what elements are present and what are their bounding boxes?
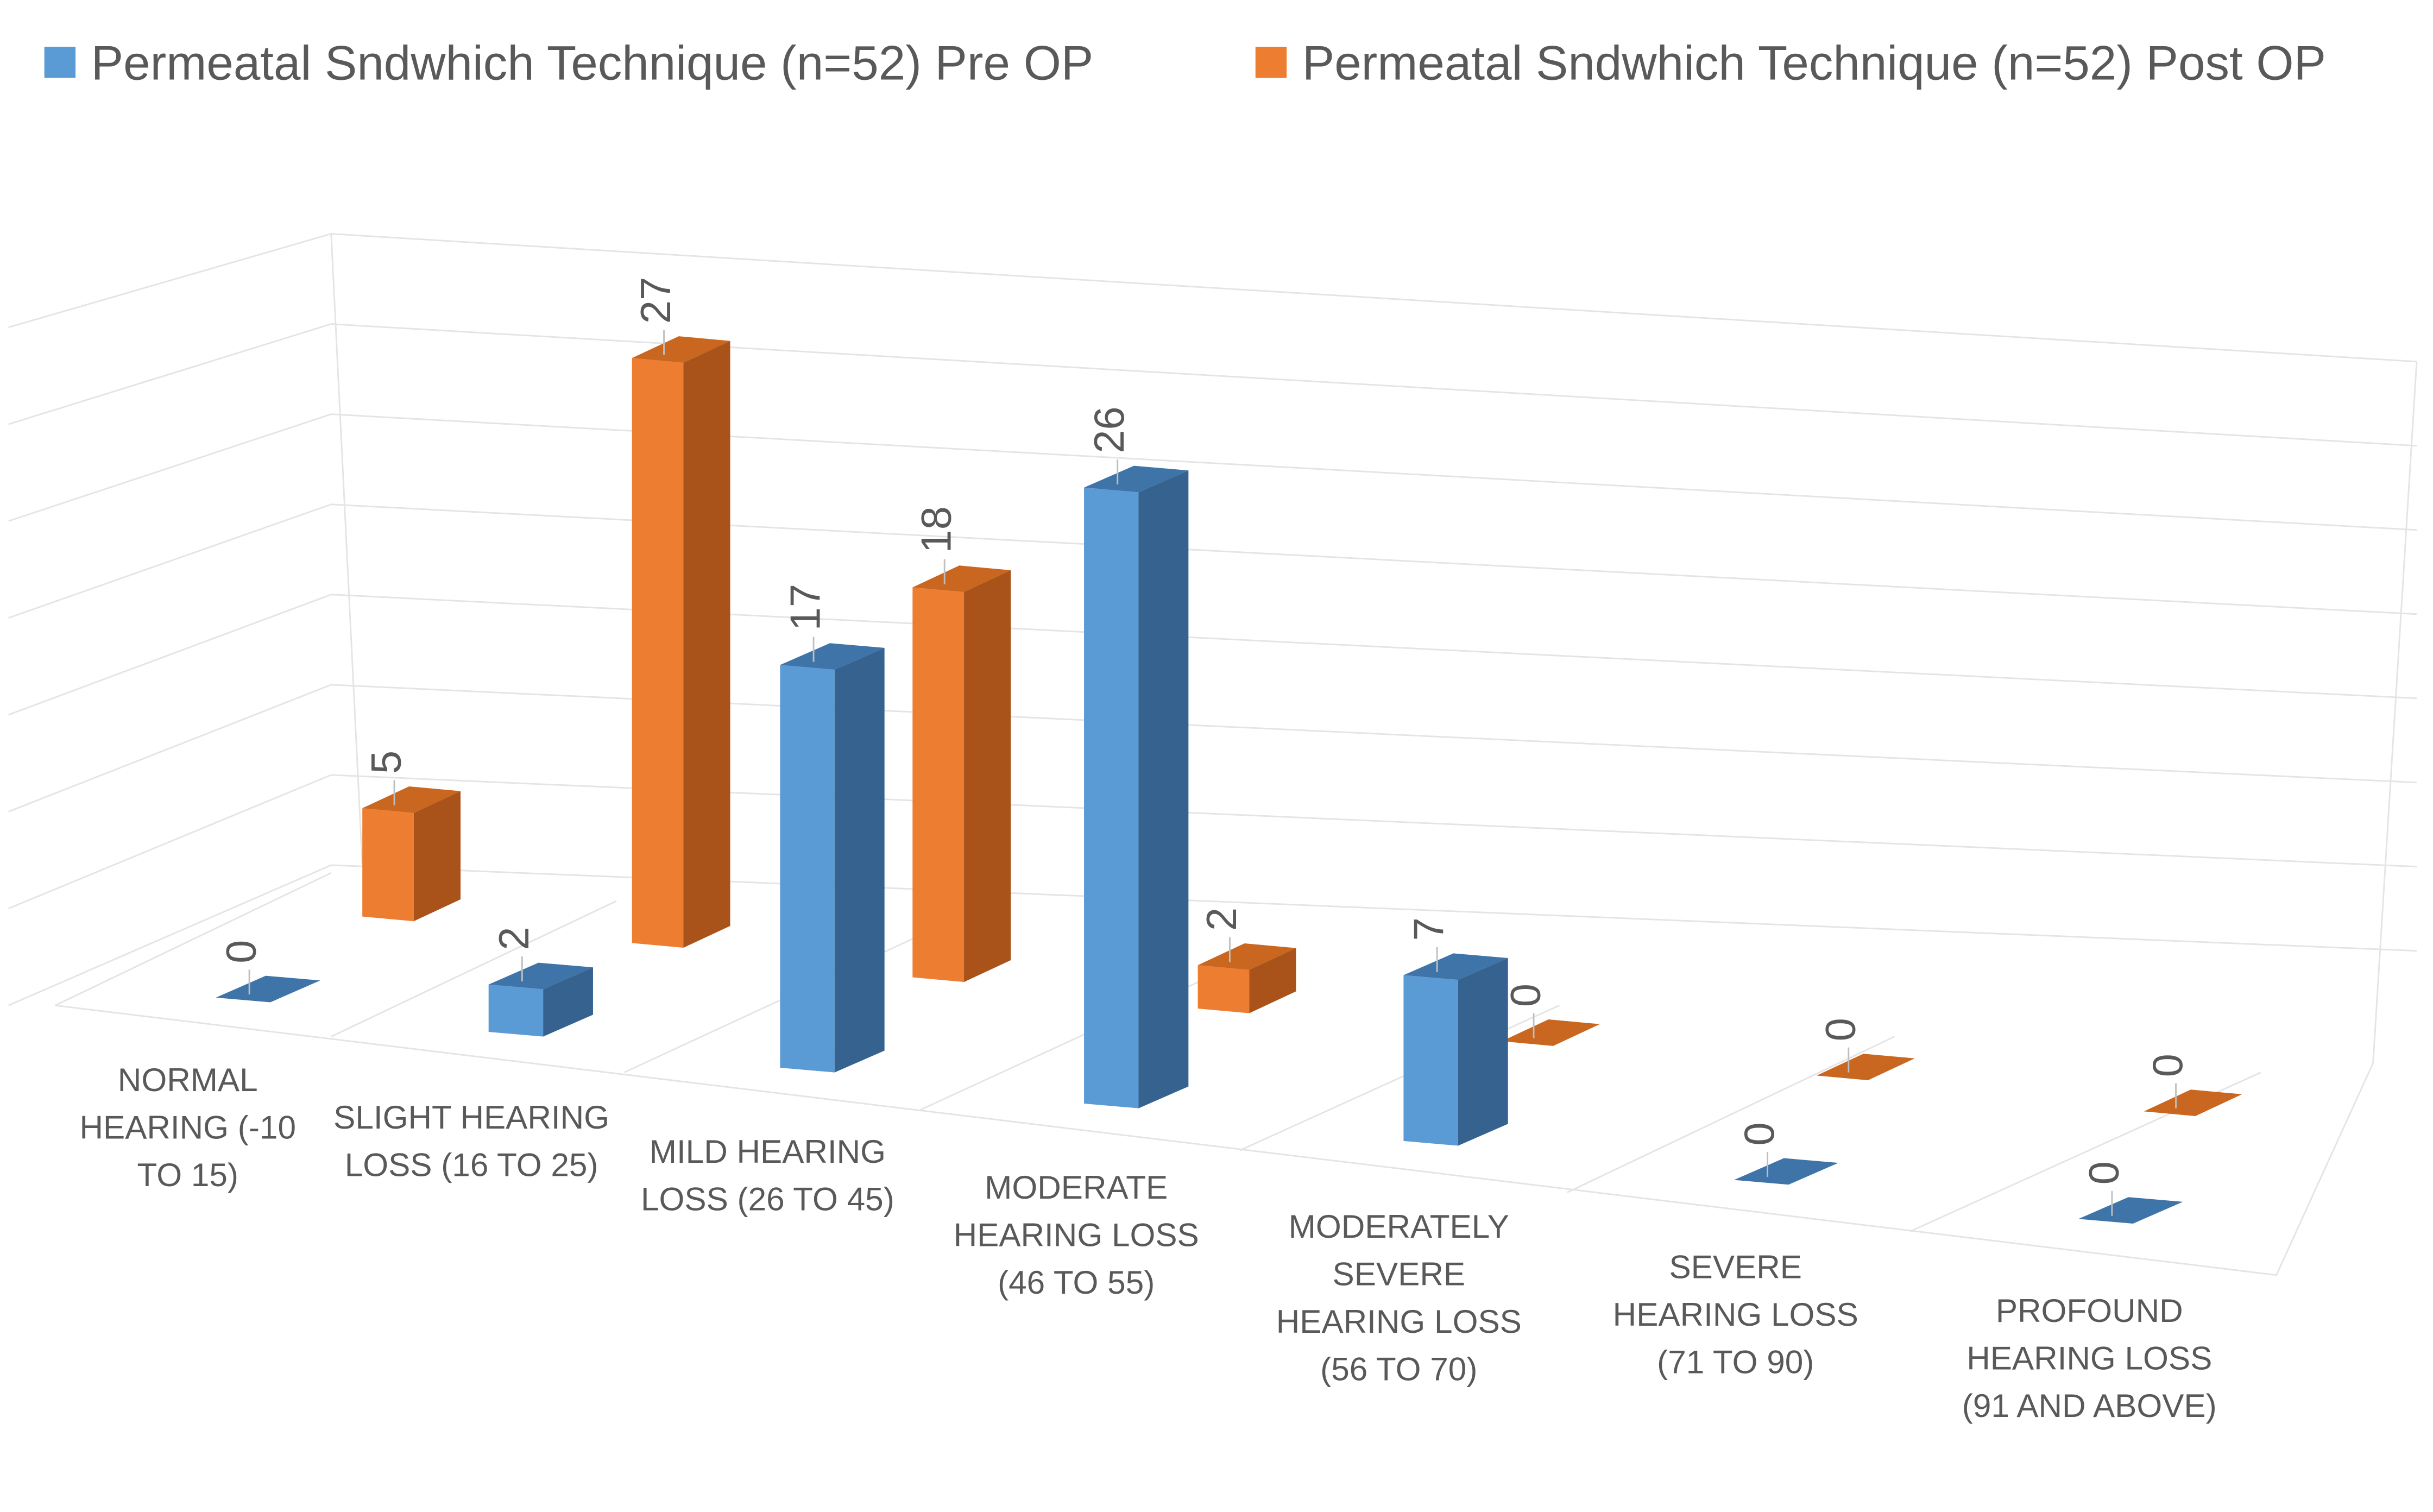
- bar-top-face: [1502, 1019, 1600, 1046]
- bar-post-op-4: 0: [1502, 984, 1600, 1046]
- bar-front-face: [1084, 487, 1139, 1108]
- bar-top-face: [1734, 1158, 1839, 1185]
- bar-pre-op-3: 26: [1084, 406, 1189, 1108]
- floor-divider: [1239, 1004, 1560, 1151]
- bars: 5 0 27 2 18 17 2 26 0 7 0 0 0 0: [216, 277, 2242, 1224]
- category-label-6: PROFOUND HEARING LOSS (91 AND ABOVE): [1962, 1292, 2217, 1424]
- bar-pre-op-4: 7: [1403, 917, 1508, 1146]
- bar-post-op-6: 0: [2144, 1054, 2242, 1116]
- bar-top-face: [1403, 953, 1508, 980]
- data-label: 27: [633, 277, 679, 324]
- bar-post-op-3: 2: [1197, 908, 1296, 1013]
- category-labels: NORMAL HEARING (-10 TO 15) SLIGHT HEARING LO…: [79, 1061, 2216, 1424]
- bar-top-face: [780, 643, 885, 670]
- gridline: [8, 233, 332, 329]
- data-label: 0: [1503, 984, 1549, 1007]
- floor-divider: [55, 872, 332, 1006]
- bar-top-face: [2144, 1089, 2242, 1116]
- bar-post-op-1: 27: [632, 277, 730, 948]
- bar-side-face: [683, 341, 730, 948]
- floor-edge: [55, 1004, 2374, 1276]
- bar-pre-op-1: 2: [488, 927, 593, 1037]
- bar-top-face: [1084, 465, 1189, 493]
- bar-pre-op-2: 17: [780, 584, 885, 1073]
- data-label: 17: [783, 584, 829, 631]
- bar-top-face: [2078, 1197, 2183, 1224]
- gridline: [330, 234, 363, 865]
- bar-top-face: [912, 565, 1011, 593]
- bar-front-face: [1197, 965, 1250, 1013]
- category-label-0: NORMAL HEARING (-10 TO 15): [79, 1061, 296, 1193]
- data-label: 2: [1199, 908, 1245, 931]
- bar-front-face: [362, 808, 414, 922]
- bar-front-face: [632, 358, 684, 948]
- category-label-4: MODERATELY SEVERE HEARING LOSS (56 TO 70): [1276, 1208, 1522, 1388]
- gridline: [8, 684, 332, 812]
- data-label: 5: [363, 751, 410, 774]
- gridline: [2372, 361, 2418, 1063]
- bar-front-face: [1403, 975, 1458, 1146]
- bar-side-face: [1458, 957, 1508, 1146]
- legend-swatch-post-op: [1255, 47, 1287, 78]
- data-label: 26: [1086, 406, 1133, 453]
- bar-pre-op-0: 0: [216, 940, 320, 1003]
- bar-front-face: [488, 984, 544, 1037]
- legend-swatch-pre-op: [44, 47, 76, 78]
- bar-top-face: [362, 786, 461, 813]
- gridline: [8, 864, 332, 1006]
- bar-post-op-2: 18: [912, 506, 1011, 982]
- category-label-2: MILD HEARING LOSS (26 TO 45): [641, 1133, 894, 1218]
- bar-top-face: [1197, 943, 1296, 970]
- category-label-1: SLIGHT HEARING LOSS (16 TO 25): [333, 1099, 609, 1183]
- bar-side-face: [543, 967, 593, 1037]
- data-label: 0: [218, 940, 265, 963]
- floor-divider: [331, 900, 617, 1037]
- bar-top-face: [488, 962, 593, 990]
- bar-side-face: [834, 647, 885, 1073]
- bar-top-face: [632, 336, 730, 363]
- bar-pre-op-6: 0: [2078, 1161, 2183, 1224]
- gridline: [8, 503, 332, 619]
- category-label-5: SEVERE HEARING LOSS (71 TO 90): [1613, 1248, 1858, 1380]
- data-label: 0: [2081, 1161, 2127, 1185]
- data-label: 0: [1817, 1018, 1864, 1041]
- gridline: [8, 774, 332, 910]
- bar-side-face: [1249, 948, 1296, 1013]
- category-label-3: MODERATE HEARING LOSS (46 TO 55): [954, 1169, 1199, 1301]
- gridline: [8, 323, 332, 425]
- floor-divider: [1567, 1036, 1895, 1193]
- bar-top-face: [1816, 1054, 1915, 1080]
- bar-side-face: [1138, 470, 1189, 1108]
- bar-side-face: [413, 791, 461, 922]
- legend-label-pre-op: Permeatal Sndwhich Technique (n=52) Pre …: [91, 35, 1094, 90]
- gridline: [8, 413, 332, 522]
- data-label: 0: [1736, 1122, 1783, 1145]
- data-label: 7: [1406, 917, 1453, 941]
- bar-pre-op-5: 0: [1734, 1122, 1839, 1185]
- gridline: [8, 594, 332, 716]
- data-label: 18: [913, 506, 960, 553]
- gridline: [331, 233, 2417, 363]
- bar-post-op-0: 5: [362, 751, 461, 922]
- data-label: 0: [2145, 1054, 2191, 1077]
- bar-side-face: [964, 570, 1011, 982]
- data-label: 2: [491, 927, 538, 950]
- bar-top-face: [216, 975, 320, 1003]
- legend: Permeatal Sndwhich Technique (n=52) Pre …: [44, 35, 2326, 90]
- bar-front-face: [780, 665, 835, 1073]
- bar-post-op-5: 0: [1816, 1018, 1915, 1080]
- legend-label-post-op: Permeatal Sndwhich Technique (n=52) Post…: [1302, 35, 2326, 90]
- bar-front-face: [912, 587, 965, 982]
